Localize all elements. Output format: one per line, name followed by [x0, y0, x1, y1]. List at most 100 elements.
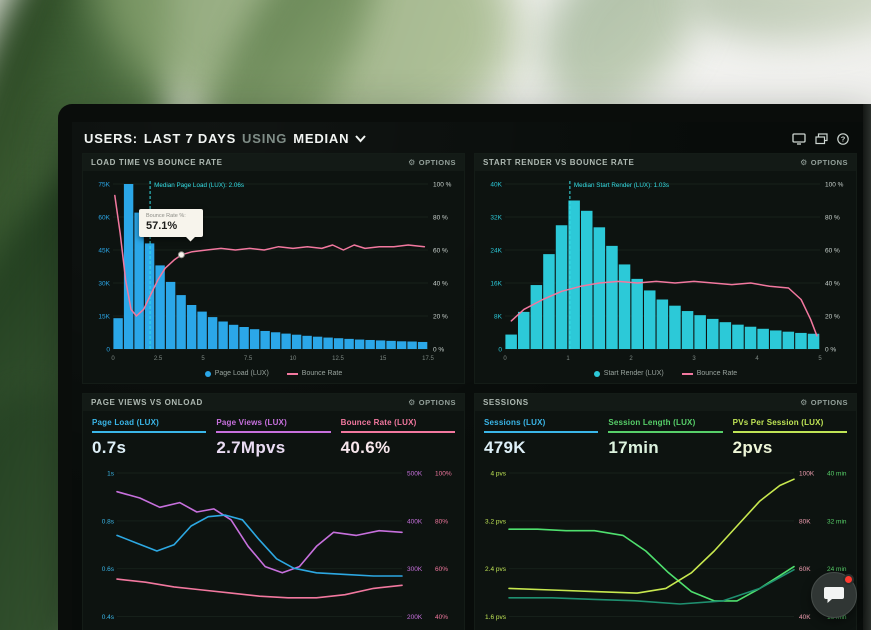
svg-text:60 %: 60 %	[825, 248, 840, 255]
legend-dot-icon	[204, 370, 211, 377]
svg-text:1: 1	[566, 356, 570, 362]
svg-text:1.6 pvs: 1.6 pvs	[485, 614, 507, 621]
svg-text:40K: 40K	[799, 614, 811, 621]
svg-text:2.4 pvs: 2.4 pvs	[485, 566, 507, 573]
tooltip-value: 57.1%	[146, 220, 178, 232]
gear-icon: ⚙	[800, 397, 808, 407]
panel-page-views-vs-onload: PAGE VIEWS VS ONLOAD ⚙ OPTIONS Page Load…	[82, 393, 465, 630]
stat-session-length: Session Length (LUX) 17min	[608, 418, 723, 458]
svg-text:5: 5	[201, 356, 205, 362]
svg-text:1s: 1s	[107, 471, 115, 478]
page-views-chart-canvas[interactable]: 1s 500K 100% 0.8s 400K 80% 0.6s 300K 60% 0.4s 200K…	[83, 461, 464, 630]
options-button[interactable]: ⚙ OPTIONS	[408, 398, 456, 407]
panel-start-render-vs-bounce-rate: START RENDER VS BOUNCE RATE ⚙ OPTIONS 40…	[474, 153, 857, 384]
windows-icon[interactable]	[815, 132, 828, 145]
dashboard-header: USERS: LAST 7 DAYS USING MEDIAN	[72, 122, 863, 153]
svg-text:100 %: 100 %	[825, 182, 844, 189]
svg-text:17.5: 17.5	[422, 356, 434, 362]
svg-text:75K: 75K	[98, 182, 110, 189]
legend-line-icon	[681, 372, 693, 375]
header-icons: ?	[792, 132, 849, 145]
options-label: OPTIONS	[418, 158, 456, 167]
legend-label: Start Render (LUX)	[603, 370, 664, 377]
stat-label: Sessions (LUX)	[484, 418, 546, 427]
svg-text:45K: 45K	[98, 248, 110, 255]
panel-title: LOAD TIME VS BOUNCE RATE	[91, 158, 223, 167]
stat-value: 0.7s	[92, 438, 127, 457]
svg-text:10: 10	[290, 356, 297, 362]
svg-text:0 %: 0 %	[825, 347, 836, 354]
legend-label: Bounce Rate	[301, 370, 343, 377]
title-metric: MEDIAN	[293, 131, 350, 146]
svg-text:4 pvs: 4 pvs	[490, 471, 506, 478]
stat-bounce-rate: Bounce Rate (LUX) 40.6%	[340, 418, 455, 458]
stat-label: Page Load (LUX)	[92, 418, 160, 427]
chart-area: 4 pvs 100K 40 min 3.2 pvs 80K 32 min 2.4 pvs 60…	[475, 461, 856, 630]
stat-label: PVs Per Session (LUX)	[732, 418, 824, 427]
svg-text:3: 3	[692, 356, 696, 362]
panel-title: START RENDER VS BOUNCE RATE	[483, 158, 635, 167]
panel-title: SESSIONS	[483, 398, 529, 407]
stat-underline	[216, 431, 331, 433]
stat-underline	[340, 431, 455, 433]
options-label: OPTIONS	[810, 398, 848, 407]
svg-text:60K: 60K	[98, 215, 110, 222]
options-button[interactable]: ⚙ OPTIONS	[800, 158, 848, 167]
chart-area: 1s 500K 100% 0.8s 400K 80% 0.6s 300K 60% 0.4s 200K…	[83, 461, 464, 630]
title-using: USING	[242, 131, 288, 146]
legend-line-icon	[286, 372, 298, 375]
chat-widget-button[interactable]	[811, 572, 857, 618]
options-label: OPTIONS	[810, 158, 848, 167]
options-button[interactable]: ⚙ OPTIONS	[800, 398, 848, 407]
plant-leaf	[685, 0, 871, 53]
panel-load-time-vs-bounce-rate: LOAD TIME VS BOUNCE RATE ⚙ OPTIONS 75K 10…	[82, 153, 465, 384]
stat-label: Bounce Rate (LUX)	[340, 418, 417, 427]
svg-text:200K: 200K	[407, 614, 423, 621]
legend-dot-icon	[593, 370, 600, 377]
svg-text:0: 0	[503, 356, 507, 362]
svg-text:0.4s: 0.4s	[102, 614, 115, 621]
svg-text:40%: 40%	[435, 614, 448, 621]
svg-text:400K: 400K	[407, 518, 423, 525]
chat-bubble-icon	[824, 587, 844, 603]
panel-header: START RENDER VS BOUNCE RATE ⚙ OPTIONS	[475, 154, 856, 171]
stat-label: Page Views (LUX)	[216, 418, 287, 427]
svg-text:0.6s: 0.6s	[102, 566, 115, 573]
svg-text:100%: 100%	[435, 471, 452, 478]
svg-text:15K: 15K	[98, 314, 110, 321]
svg-text:500K: 500K	[407, 471, 423, 478]
sessions-chart-canvas[interactable]: 4 pvs 100K 40 min 3.2 pvs 80K 32 min 2.4 pvs 60…	[475, 461, 856, 630]
svg-text:100 %: 100 %	[433, 182, 452, 189]
title-users: USERS:	[84, 131, 138, 146]
chevron-down-icon	[355, 134, 367, 142]
start-render-chart-canvas[interactable]: 40K 100 % 32K 80 % 24K 60 % 16K 40 % 8K 20 % 0 0 % 0…	[475, 171, 856, 363]
svg-text:40 %: 40 %	[433, 281, 448, 288]
users-range-dropdown[interactable]: USERS: LAST 7 DAYS USING MEDIAN	[84, 131, 367, 146]
options-button[interactable]: ⚙ OPTIONS	[408, 158, 456, 167]
svg-text:Median Start Render (LUX): 1.0: Median Start Render (LUX): 1.03s	[574, 182, 669, 189]
help-icon[interactable]: ?	[837, 132, 849, 145]
stat-value: 2.7Mpvs	[216, 438, 286, 457]
svg-text:2: 2	[629, 356, 633, 362]
stat-value: 17min	[608, 438, 659, 457]
display-icon[interactable]	[792, 132, 806, 145]
stat-underline	[484, 431, 599, 433]
load-time-chart-canvas[interactable]: 75K 100 % 60K 80 % 45K 60 % 30K 40 % 15K 20 % 0 0 %…	[83, 171, 464, 363]
svg-text:24K: 24K	[490, 248, 502, 255]
stat-underline	[732, 431, 847, 433]
stat-sessions: Sessions (LUX) 479K	[484, 418, 599, 458]
svg-text:30K: 30K	[98, 281, 110, 288]
panel-header: LOAD TIME VS BOUNCE RATE ⚙ OPTIONS	[83, 154, 464, 171]
tooltip-label: Bounce Rate %:	[146, 213, 186, 219]
stat-underline	[608, 431, 723, 433]
svg-text:40K: 40K	[490, 182, 502, 189]
svg-text:80 %: 80 %	[433, 215, 448, 222]
stat-pvs-per-session: PVs Per Session (LUX) 2pvs	[732, 418, 847, 458]
svg-text:300K: 300K	[407, 566, 423, 573]
svg-text:Median Page Load (LUX): 2.06s: Median Page Load (LUX): 2.06s	[154, 182, 244, 189]
stats-row: Page Load (LUX) 0.7s Page Views (LUX) 2.…	[83, 411, 464, 461]
panels-grid: LOAD TIME VS BOUNCE RATE ⚙ OPTIONS 75K 10…	[72, 153, 863, 630]
chart-area: 40K 100 % 32K 80 % 24K 60 % 16K 40 % 8K 20 % 0 0 % 0…	[475, 171, 856, 368]
svg-text:0: 0	[106, 347, 110, 354]
